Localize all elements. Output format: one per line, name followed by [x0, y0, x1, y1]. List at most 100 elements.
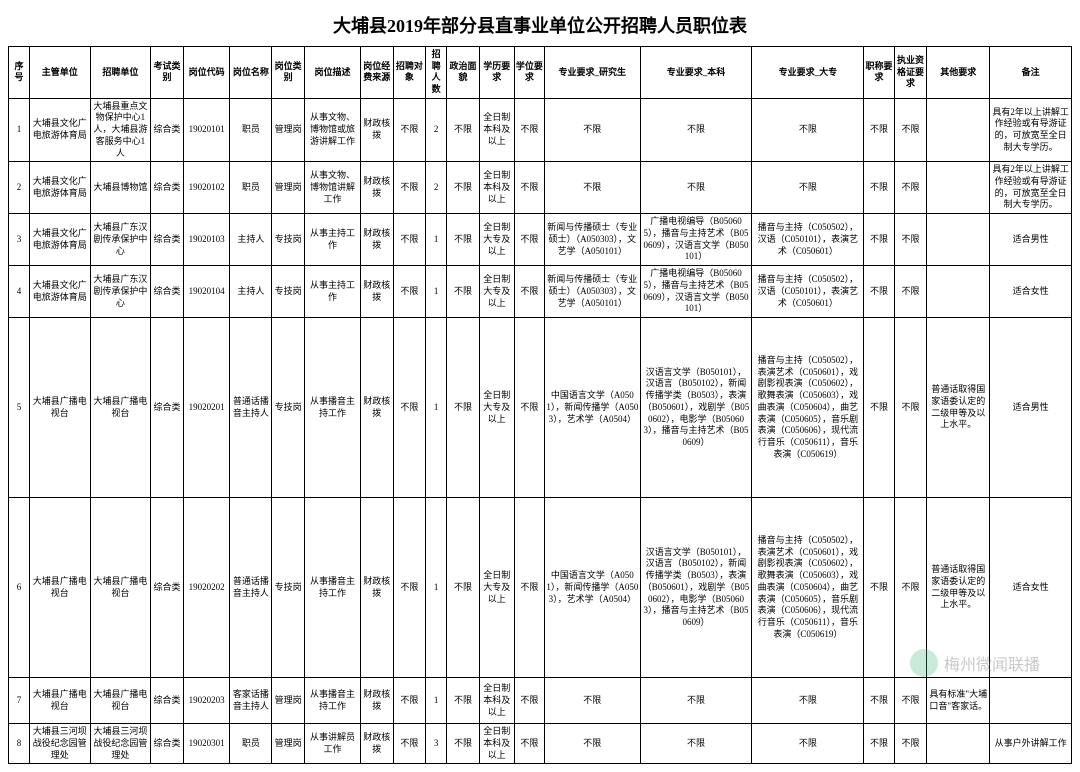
table-cell: 综合类	[151, 498, 184, 678]
table-cell: 从事讲解员工作	[305, 724, 361, 764]
table-cell: 大埔县三河坝战役纪念园管理处	[90, 724, 151, 764]
table-cell: 广播电视编导（B050605），播音与主持艺术（B050609），汉语言文学（B…	[640, 214, 752, 266]
table-cell: 不限	[514, 318, 544, 498]
table-cell: 从事文物、博物馆讲解工作	[305, 162, 361, 214]
table-cell: 不限	[752, 98, 864, 161]
table-cell: 不限	[514, 162, 544, 214]
table-cell: 从事播音主持工作	[305, 498, 361, 678]
column-header: 岗位类别	[272, 47, 305, 99]
table-cell: 综合类	[151, 724, 184, 764]
column-header: 岗位经费来源	[360, 47, 393, 99]
table-cell: 不限	[894, 98, 927, 161]
table-cell: 不限	[752, 678, 864, 724]
table-cell: 大埔县文化广电旅游体育局	[29, 162, 90, 214]
table-cell: 大埔县广东汉剧传承保护中心	[90, 214, 151, 266]
table-cell: 职员	[230, 98, 272, 161]
table-cell: 不限	[545, 98, 641, 161]
table-cell: 全日制本科及以上	[479, 162, 514, 214]
column-header: 专业要求_大专	[752, 47, 864, 99]
table-cell: 全日制大专及以上	[479, 214, 514, 266]
table-cell: 1	[426, 678, 447, 724]
table-cell: 财政核拨	[360, 214, 393, 266]
column-header: 执业资格证要求	[894, 47, 927, 99]
watermark-text: 梅州微闻联播	[944, 651, 1040, 675]
table-cell: 大埔县文化广电旅游体育局	[29, 98, 90, 161]
table-cell: 从事文物、博物馆或旅游讲解工作	[305, 98, 361, 161]
table-row: 3大埔县文化广电旅游体育局大埔县广东汉剧传承保护中心综合类19020103主持人…	[9, 214, 1072, 266]
column-header: 职称要求	[864, 47, 894, 99]
table-cell: 财政核拨	[360, 318, 393, 498]
table-cell: 4	[9, 266, 30, 318]
column-header: 招聘单位	[90, 47, 151, 99]
table-cell: 不限	[514, 98, 544, 161]
table-cell	[927, 266, 990, 318]
table-cell: 不限	[393, 678, 426, 724]
table-cell: 适合男性	[990, 214, 1072, 266]
table-cell: 职员	[230, 162, 272, 214]
column-header: 招聘人数	[426, 47, 447, 99]
table-cell: 不限	[864, 266, 894, 318]
table-cell: 不限	[864, 98, 894, 161]
table-cell: 不限	[640, 724, 752, 764]
table-cell: 大埔县三河坝战役纪念园管理处	[29, 724, 90, 764]
column-header: 政治面貌	[447, 47, 480, 99]
table-cell: 不限	[447, 266, 480, 318]
table-cell: 不限	[393, 498, 426, 678]
table-cell: 综合类	[151, 678, 184, 724]
table-cell: 普通话取得国家语委认定的二级甲等及以上水平。	[927, 318, 990, 498]
table-cell: 不限	[894, 318, 927, 498]
table-cell: 不限	[894, 724, 927, 764]
table-cell: 大埔县广播电视台	[29, 678, 90, 724]
table-cell: 广播电视编导（B050605），播音与主持艺术（B050609），汉语言文学（B…	[640, 266, 752, 318]
table-cell: 不限	[640, 162, 752, 214]
table-cell: 不限	[393, 98, 426, 161]
table-cell: 播音与主持（C050502），汉语（C050101），表演艺术（C050601）	[752, 214, 864, 266]
table-cell: 全日制大专及以上	[479, 498, 514, 678]
table-cell: 不限	[514, 214, 544, 266]
wechat-icon	[910, 649, 938, 677]
table-row: 7大埔县广播电视台大埔县广播电视台综合类19020203客家话播音主持人管理岗从…	[9, 678, 1072, 724]
table-cell: 从事播音主持工作	[305, 318, 361, 498]
table-cell: 不限	[864, 318, 894, 498]
table-cell: 5	[9, 318, 30, 498]
table-cell: 不限	[864, 498, 894, 678]
table-cell: 大埔县广播电视台	[90, 678, 151, 724]
table-cell: 2	[426, 162, 447, 214]
table-cell: 不限	[514, 266, 544, 318]
table-cell: 6	[9, 498, 30, 678]
table-cell: 不限	[864, 724, 894, 764]
table-cell: 全日制本科及以上	[479, 724, 514, 764]
table-cell: 财政核拨	[360, 678, 393, 724]
column-header: 主管单位	[29, 47, 90, 99]
table-cell: 综合类	[151, 318, 184, 498]
table-cell	[927, 724, 990, 764]
table-cell: 财政核拨	[360, 724, 393, 764]
table-cell: 专技岗	[272, 498, 305, 678]
table-cell: 客家话播音主持人	[230, 678, 272, 724]
table-cell	[927, 162, 990, 214]
table-cell: 不限	[393, 266, 426, 318]
table-cell: 管理岗	[272, 724, 305, 764]
table-cell: 大埔县文化广电旅游体育局	[29, 214, 90, 266]
table-cell: 不限	[894, 214, 927, 266]
table-row: 2大埔县文化广电旅游体育局大埔县博物馆综合类19020102职员管理岗从事文物、…	[9, 162, 1072, 214]
column-header: 学位要求	[514, 47, 544, 99]
table-cell: 不限	[447, 98, 480, 161]
table-cell: 不限	[514, 498, 544, 678]
table-cell: 适合女性	[990, 266, 1072, 318]
table-cell	[927, 98, 990, 161]
table-cell: 财政核拨	[360, 98, 393, 161]
table-cell: 全日制本科及以上	[479, 678, 514, 724]
table-cell: 不限	[447, 678, 480, 724]
table-cell: 2	[9, 162, 30, 214]
table-cell: 19020102	[183, 162, 230, 214]
table-cell: 19020301	[183, 724, 230, 764]
table-cell: 从事主持工作	[305, 266, 361, 318]
table-cell: 大埔县博物馆	[90, 162, 151, 214]
table-cell: 不限	[545, 724, 641, 764]
table-cell: 从事播音主持工作	[305, 678, 361, 724]
table-cell: 汉语言文学（B050101），汉语言（B050102），新闻传播学类（B0503…	[640, 498, 752, 678]
table-cell: 19020104	[183, 266, 230, 318]
table-cell: 不限	[447, 498, 480, 678]
table-cell: 不限	[393, 214, 426, 266]
